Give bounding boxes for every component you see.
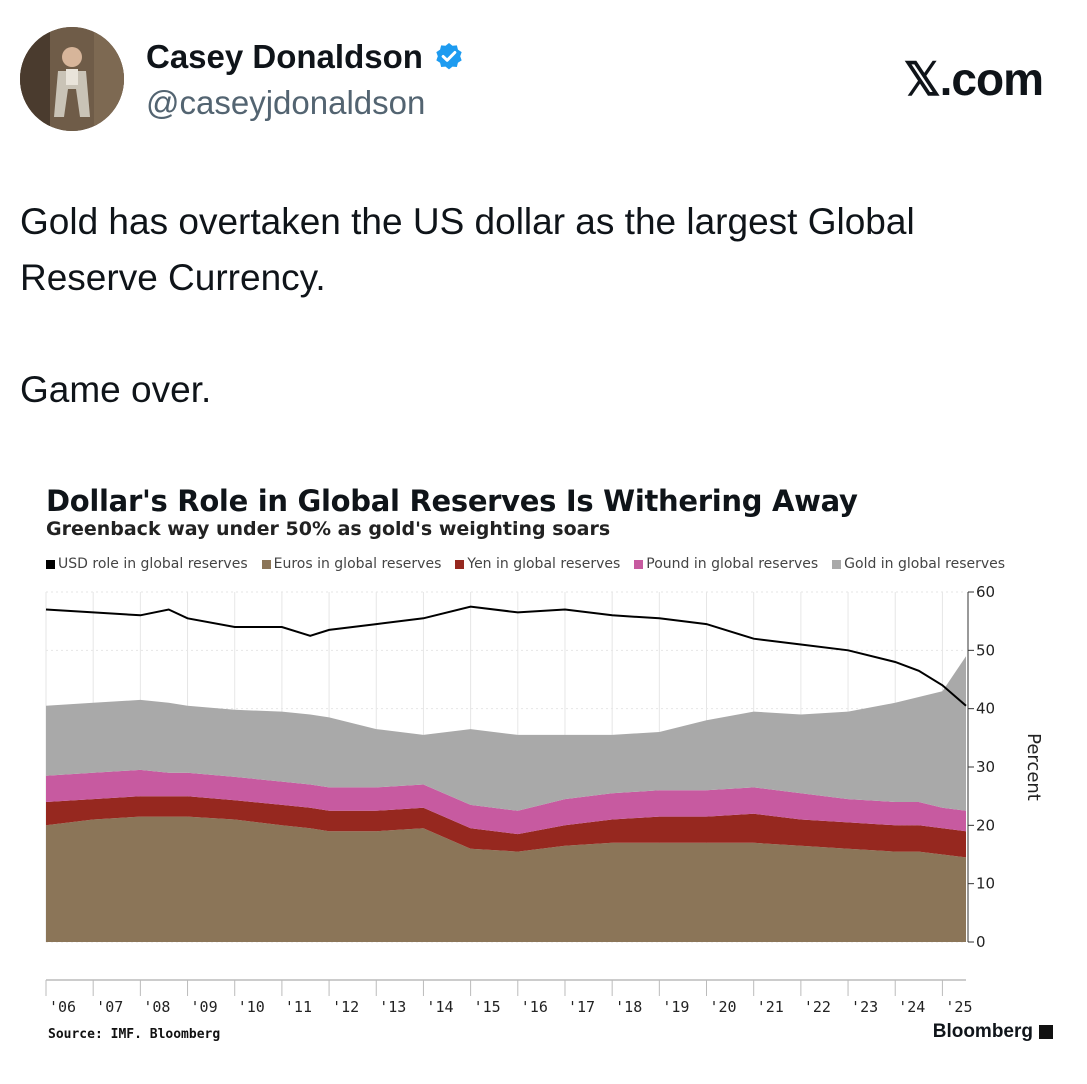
x-tick-label: '06 (49, 998, 76, 1016)
x-tick-label: '07 (96, 998, 123, 1016)
area-pound (46, 769, 966, 835)
legend-label-pound: Pound in global reserves (646, 556, 819, 572)
y-axis-label: Percent (1023, 733, 1044, 801)
y-tick-label: 20 (976, 816, 995, 834)
y-tick-label: 10 (976, 875, 995, 893)
author-handle[interactable]: @caseyjdonaldson (146, 84, 426, 121)
legend-swatch-euro (261, 559, 271, 569)
legend-label-yen: Yen in global reserves (467, 556, 621, 572)
line-usd (45, 605, 967, 707)
y-tick-label: 0 (976, 933, 986, 951)
legend-label-usd: USD role in global reserves (58, 556, 248, 572)
x-tick-label: '14 (426, 998, 453, 1016)
x-tick-label: '16 (521, 998, 548, 1016)
tweet-text-line-2: Game over. (20, 369, 212, 410)
x-tick-label: '08 (143, 998, 170, 1016)
legend-item-yen: Yen in global reserves (455, 556, 620, 572)
x-tick-label: '19 (662, 998, 689, 1016)
verified-badge-icon (436, 43, 462, 70)
area-gold (46, 656, 966, 811)
author-name-text[interactable]: Casey Donaldson (146, 38, 423, 75)
legend-item-euro: Euros in global reserves (261, 556, 442, 572)
y-tick-label: 40 (976, 700, 995, 718)
avatar[interactable] (20, 27, 124, 131)
legend-item-usd: USD role in global reserves (46, 556, 248, 572)
chart-image[interactable]: Dollar's Role in Global Reserves Is With… (34, 470, 1059, 1060)
bloomberg-terminal-icon (1039, 1025, 1053, 1039)
x-tick-label: '18 (615, 998, 642, 1016)
brand-logo: 𝕏.com (903, 53, 1044, 105)
x-tick-label: '23 (851, 998, 878, 1016)
legend-swatch-gold (832, 559, 842, 569)
chart-subtitle: Greenback way under 50% as gold's weight… (46, 518, 611, 540)
author-name[interactable]: Casey Donaldson (146, 38, 465, 76)
legend-swatch-yen (455, 559, 465, 569)
area-yen (46, 796, 966, 858)
x-tick-label: '10 (238, 998, 265, 1016)
legend-swatch-pound (634, 559, 644, 569)
legend-label-gold: Gold in global reserves (844, 556, 1006, 572)
legend-item-gold: Gold in global reserves (832, 556, 1005, 572)
x-tick-label: '25 (945, 998, 972, 1016)
y-tick-label: 50 (976, 641, 995, 659)
x-tick-label: '13 (379, 998, 406, 1016)
x-tick-label: '09 (191, 998, 218, 1016)
y-tick-label: 30 (976, 758, 995, 776)
chart-plot: 0 10 20 30 40 50 60 Percent '06 '07 '08 '09 '10 '11 '1… (45, 583, 1044, 1016)
bloomberg-logo-text: Bloomberg (932, 1021, 1033, 1042)
chart-title: Dollar's Role in Global Reserves Is With… (46, 484, 858, 518)
legend-swatch-usd (46, 559, 55, 569)
x-tick-label: '24 (898, 998, 925, 1016)
bloomberg-logo: Bloomberg (933, 1021, 1053, 1043)
legend-item-pound: Pound in global reserves (634, 556, 818, 572)
legend-label-euro: Euros in global reserves (273, 556, 442, 572)
x-tick-label: '20 (710, 998, 737, 1016)
x-tick-label: '11 (285, 998, 312, 1016)
chart-source: Source: IMF. Bloomberg (48, 1027, 221, 1042)
x-tick-label: '15 (474, 998, 501, 1016)
x-tick-label: '21 (757, 998, 784, 1016)
tweet-text: Gold has overtaken the US dollar as the … (20, 194, 1060, 418)
x-tick-label: '22 (804, 998, 831, 1016)
avatar-photo (20, 27, 124, 131)
area-euro (46, 816, 966, 942)
y-tick-label: 60 (976, 583, 995, 601)
tweet-text-line-1: Gold has overtaken the US dollar as the … (20, 201, 915, 298)
x-tick-label: '12 (332, 998, 359, 1016)
chart-legend: USD role in global reserves Euros in glo… (46, 556, 1005, 572)
x-tick-label: '17 (568, 998, 595, 1016)
